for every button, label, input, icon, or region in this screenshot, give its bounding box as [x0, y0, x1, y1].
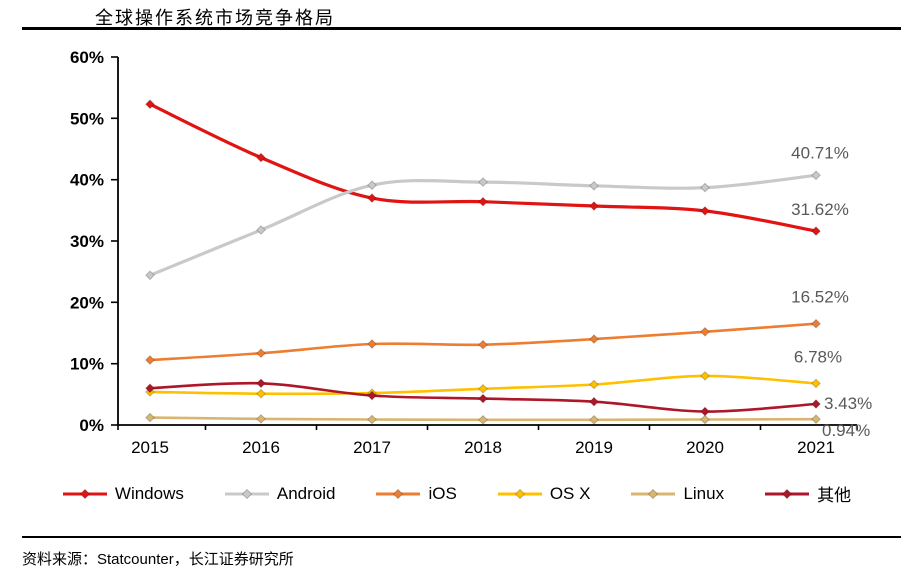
legend-label-other: 其他 — [817, 486, 852, 505]
legend-swatch-linux — [631, 488, 676, 499]
data-point-marker — [145, 412, 155, 423]
data-point-marker — [145, 99, 155, 110]
data-point-marker — [256, 378, 266, 389]
data-point-marker — [256, 225, 266, 235]
chart-title: 全球操作系统市场竞争格局 — [95, 8, 335, 28]
data-point-marker — [145, 355, 155, 365]
y-axis-label: 40% — [70, 171, 104, 190]
data-point-marker — [811, 378, 821, 389]
line-chart: 60% 50% 40% 30% 20% 10% 0% 2015 2016 2017 2018 2019… — [70, 48, 872, 457]
data-point-marker — [478, 414, 488, 425]
data-label-linux: 0.94% — [822, 421, 870, 440]
data-label-os-x: 6.78% — [794, 347, 842, 366]
source-note: 资料来源：Statcounter，长江证券研究所 — [22, 551, 294, 568]
data-point-marker — [367, 414, 377, 425]
legend-label-windows: Windows — [114, 483, 184, 503]
legend-swatch-ios — [376, 488, 421, 499]
data-point-marker — [811, 170, 821, 181]
data-point-marker — [145, 383, 155, 394]
data-point-marker — [589, 396, 599, 407]
data-point-marker — [367, 390, 377, 401]
y-axis-label: 20% — [70, 293, 104, 312]
x-axis-label: 2020 — [686, 438, 724, 457]
data-point-marker — [478, 393, 488, 404]
legend-swatch-os-x — [497, 488, 542, 499]
data-point-marker — [367, 180, 377, 191]
legend-label-ios: iOS — [428, 483, 457, 503]
data-label-windows: 31.62% — [791, 200, 849, 219]
series-line-windows — [148, 102, 818, 233]
data-point-marker — [589, 180, 599, 191]
data-point-marker — [367, 193, 377, 204]
x-axis-label: 2021 — [797, 438, 835, 457]
data-point-marker — [256, 348, 266, 359]
y-axis-label: 50% — [70, 109, 104, 128]
x-axis-label: 2015 — [131, 438, 169, 457]
data-point-marker — [256, 152, 266, 163]
data-point-marker — [145, 270, 155, 281]
legend-item-os-x: OS X — [497, 483, 591, 504]
data-point-marker — [478, 196, 488, 207]
data-point-marker — [700, 326, 710, 337]
data-label-ios: 16.52% — [791, 288, 849, 307]
series-line-android — [148, 173, 818, 277]
legend-swatch-other — [765, 488, 810, 499]
data-point-marker — [700, 205, 710, 216]
data-point-marker — [478, 177, 488, 188]
data-point-marker — [811, 318, 821, 329]
data-point-marker — [811, 399, 821, 409]
legend-item-android: Android — [224, 483, 336, 504]
data-point-marker — [478, 383, 488, 394]
data-point-marker — [478, 339, 488, 350]
data-point-marker — [811, 414, 821, 425]
y-axis-label: 10% — [70, 355, 104, 374]
legend-item-linux: Linux — [630, 484, 724, 504]
y-axis-label: 30% — [70, 232, 104, 251]
data-label-android: 40.71% — [791, 143, 849, 162]
chart-legend: Windows Android iOS OS X Linux 其他 — [0, 481, 913, 506]
data-point-marker — [589, 334, 599, 345]
x-axis-label: 2018 — [464, 438, 502, 457]
legend-swatch-android — [224, 488, 269, 499]
data-point-marker — [589, 414, 599, 425]
data-point-marker — [256, 413, 266, 424]
data-label-other: 3.43% — [824, 394, 872, 413]
legend-item-other: 其他 — [764, 481, 851, 506]
data-point-marker — [811, 226, 821, 237]
data-point-marker — [700, 182, 710, 193]
title-underline — [22, 27, 901, 30]
legend-label-linux: Linux — [683, 483, 725, 503]
legend-label-android: Android — [276, 483, 336, 503]
footer-rule — [22, 536, 901, 538]
data-point-marker — [589, 379, 599, 390]
legend-item-ios: iOS — [375, 483, 457, 504]
legend-swatch-windows — [62, 488, 107, 499]
data-point-marker — [256, 388, 266, 399]
x-axis-label: 2019 — [575, 438, 613, 457]
data-point-marker — [700, 414, 710, 425]
data-point-marker — [700, 406, 710, 417]
data-point-marker — [700, 370, 710, 381]
legend-item-windows: Windows — [62, 484, 184, 504]
x-axis-label: 2016 — [242, 438, 280, 457]
legend-label-os-x: OS X — [549, 483, 591, 503]
data-point-marker — [589, 201, 599, 211]
y-axis-label: 60% — [70, 48, 104, 67]
data-point-marker — [367, 339, 377, 349]
y-axis-label: 0% — [79, 416, 104, 435]
x-axis-label: 2017 — [353, 438, 391, 457]
